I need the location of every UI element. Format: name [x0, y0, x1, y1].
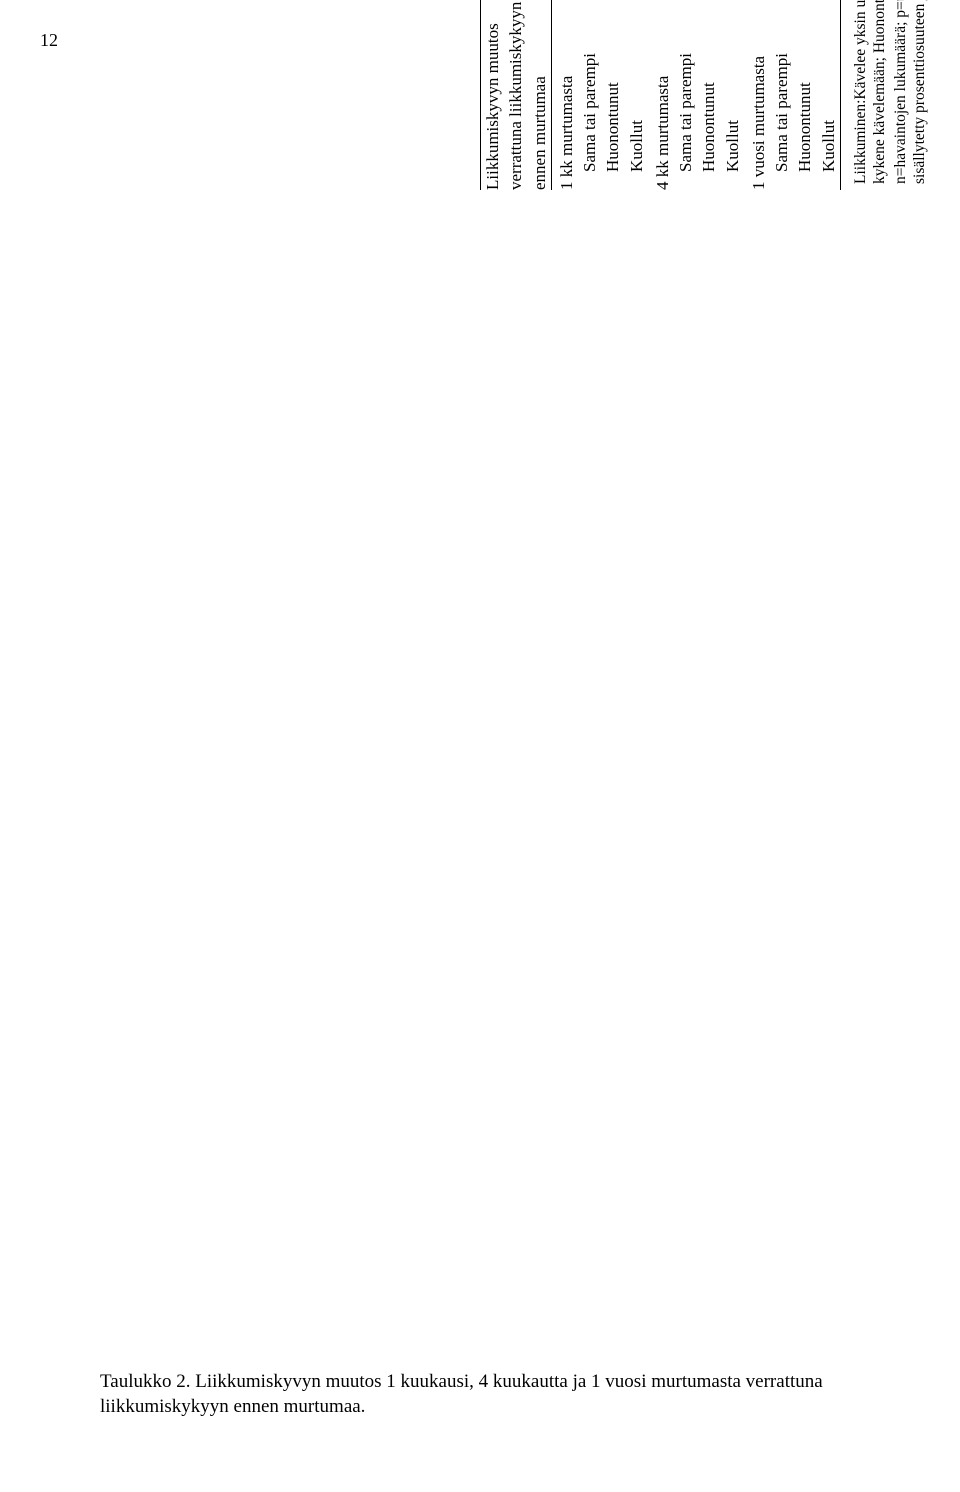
- row-label: Huonontunut: [793, 0, 816, 190]
- footnote-row: Liikkuminen:Kävelee yksin ulkona, kävele…: [840, 0, 930, 190]
- row-label: Sama tai parempi: [770, 0, 793, 190]
- section-3-title: 1 vuosi murtumasta: [744, 0, 770, 190]
- table-row: Huonontunut 730(64) 147(69) 60(63) 104(6…: [601, 0, 624, 190]
- table-container: Liikkumiskyvyn muutos Kaikki JIKK Järvi-…: [480, 0, 930, 190]
- table-row: Huonontunut 303(27) 62(29) 24(25) 55(32)…: [793, 0, 816, 190]
- table-footnote: Liikkuminen:Kävelee yksin ulkona, kävele…: [840, 0, 930, 190]
- row-header-label-1: Liikkumiskyvyn muutos: [481, 0, 505, 190]
- table-row: Sama tai parempi 520(46) 98(49) 37(39) 7…: [674, 0, 697, 190]
- table-header-row-3: ennen murtumaa: [528, 0, 552, 190]
- table-caption: Taulukko 2. Liikkumiskyvyn muutos 1 kuuk…: [100, 1370, 890, 1419]
- section-1-title-row: 1 kk murtumasta 0,322: [551, 0, 578, 190]
- row-label: Kuollut: [625, 0, 648, 190]
- table-row: Sama tai parempi 508(45) 97(45) 40(42) 7…: [770, 0, 793, 190]
- row-label: Sama tai parempi: [674, 0, 697, 190]
- table-row: Kuollut 110(10) 18(8) 8(8) 16(9) 10(6) 1…: [625, 0, 648, 190]
- table-row: Kuollut 297(26) 50(23) 28(29) 37(22) 38(…: [817, 0, 841, 190]
- page: 12 Liikkumiskyvyn muutos Kaikki JIKK Jär…: [0, 0, 960, 1492]
- table-row: Sama tai parempi 278(25) 46(22) 27(28) 4…: [578, 0, 601, 190]
- row-label: Kuollut: [817, 0, 841, 190]
- section-1-title: 1 kk murtumasta: [551, 0, 578, 190]
- table-row: Kuollut 214(19) 35(16) 19(20) 33(19) 24(…: [721, 0, 744, 190]
- table-header-row-2: verrattuna liikkumiskykyyn (N=1136) (n=2…: [504, 0, 527, 190]
- row-label: Huonontunut: [697, 0, 720, 190]
- section-3-title-row: 1 vuosi murtumasta 0,388: [744, 0, 770, 190]
- row-label: Kuollut: [721, 0, 744, 190]
- data-table: Liikkumiskyvyn muutos Kaikki JIKK Järvi-…: [480, 0, 930, 190]
- row-header-label-2: verrattuna liikkumiskykyyn: [504, 0, 527, 190]
- row-label: Sama tai parempi: [578, 0, 601, 190]
- table-header-row: Liikkumiskyvyn muutos Kaikki JIKK Järvi-…: [481, 0, 505, 190]
- page-number: 12: [40, 30, 58, 51]
- section-2-title: 4 kk murtumasta: [648, 0, 674, 190]
- row-label: Huonontunut: [601, 0, 624, 190]
- row-header-label-3: ennen murtumaa: [528, 0, 552, 190]
- table-row: Huonontunut 388(34) 79(37) 37(39) 57(34)…: [697, 0, 720, 190]
- section-2-title-row: 4 kk murtumasta 0,319: [648, 0, 674, 190]
